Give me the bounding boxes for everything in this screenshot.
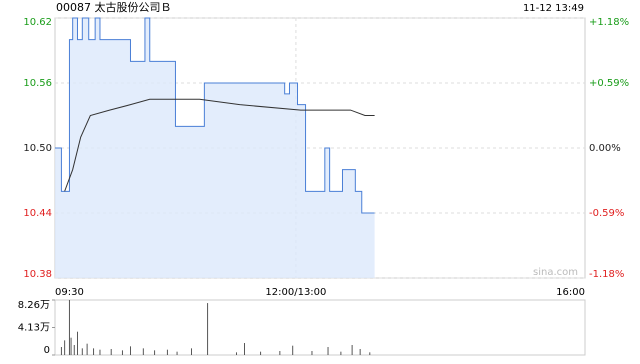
- y2-tick-label: +1.18%: [589, 17, 629, 28]
- price-line: [55, 17, 375, 214]
- average-line: [64, 98, 375, 192]
- y-tick-label: 10.62: [23, 17, 52, 28]
- y-tick-label: 10.44: [23, 208, 52, 219]
- y-tick-label: 4.13万: [18, 323, 50, 334]
- y-tick-label: 10.56: [23, 78, 52, 89]
- watermark: sina.com: [533, 267, 578, 278]
- y2-tick-label: +0.59%: [589, 78, 629, 89]
- y-tick-label: 0: [44, 345, 50, 356]
- x-tick-label: 12:00/13:00: [265, 287, 326, 298]
- y-tick-label: 10.50: [23, 143, 52, 154]
- y2-tick-label: -1.18%: [589, 269, 624, 280]
- volume-frame: [54, 299, 586, 356]
- y-tick-label: 10.38: [23, 269, 52, 280]
- y2-tick-label: -0.59%: [589, 208, 624, 219]
- y2-tick-label: 0.00%: [589, 143, 621, 154]
- chart-title: 00087 太古股份公司Ｂ: [56, 1, 172, 14]
- timestamp: 11-12 13:49: [523, 3, 584, 14]
- y-tick-label: 8.26万: [18, 300, 50, 311]
- x-tick-label: 09:30: [55, 287, 84, 298]
- x-tick-label: 16:00: [556, 287, 585, 298]
